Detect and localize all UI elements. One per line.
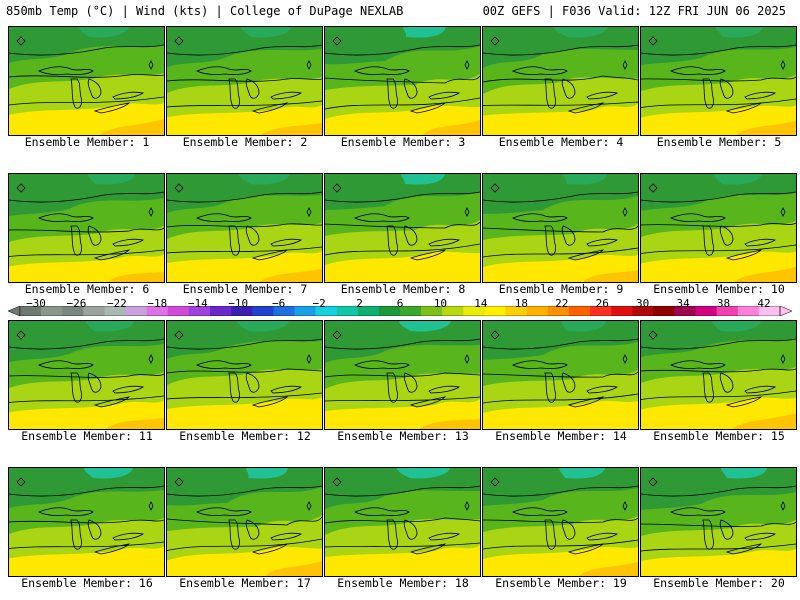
ensemble-member-label: Ensemble Member: 6: [24, 282, 150, 296]
run-valid-time: 00Z GEFS | F036 Valid: 12Z FRI JUN 06 20…: [482, 4, 786, 18]
colorbar-tick-label: −10: [228, 297, 249, 310]
colorbar-tick-label: 18: [514, 297, 528, 310]
ensemble-member-map: [482, 320, 639, 430]
colorbar-tick-label: 10: [433, 297, 448, 310]
colorbar-swatch: [695, 306, 717, 316]
ensemble-member-map: [166, 467, 323, 577]
ensemble-member-label: Ensemble Member: 18: [337, 576, 469, 590]
colorbar-tick-label: −22: [106, 297, 127, 310]
colorbar-swatch: [484, 306, 506, 316]
colorbar-swatch: [336, 306, 359, 316]
ensemble-member-label: Ensemble Member: 3: [340, 135, 466, 149]
ensemble-member-label: Ensemble Member: 15: [653, 429, 785, 443]
colorbar-swatch: [716, 306, 739, 316]
colorbar-swatch: [611, 306, 633, 316]
colorbar-swatch: [737, 306, 760, 316]
ensemble-member-map: [166, 320, 323, 430]
colorbar-tick-label: −26: [66, 297, 87, 310]
ensemble-member-label: Ensemble Member: 17: [179, 576, 311, 590]
ensemble-member-label: Ensemble Member: 2: [182, 135, 308, 149]
colorbar-swatch: [294, 306, 316, 316]
colorbar-swatch: [41, 306, 63, 316]
colorbar-swatch: [210, 306, 232, 316]
ensemble-member-map: [640, 320, 797, 430]
colorbar-tick-label: 6: [396, 297, 404, 310]
ensemble-member-map: [324, 173, 481, 283]
colorbar-swatch: [125, 306, 147, 316]
colorbar-swatch: [400, 306, 422, 316]
ensemble-member-map: [324, 26, 481, 136]
colorbar-tick-labels: −30 −26 −22 −18 −14 −10 −6 −2 2 6 10 14 18 22 26 30 34 38…: [0, 297, 800, 310]
ensemble-member-map: [324, 320, 481, 430]
colorbar-swatch: [231, 306, 253, 316]
colorbar-swatch: [20, 306, 42, 316]
ensemble-member-label: Ensemble Member: 4: [498, 135, 624, 149]
colorbar-tick-label: 2: [356, 297, 363, 310]
colorbar-tick-label: 30: [636, 297, 650, 310]
colorbar-tick-label: −30: [26, 297, 46, 310]
ensemble-member-label: Ensemble Member: 20: [653, 576, 785, 590]
ensemble-member-label: Ensemble Member: 1: [24, 135, 150, 149]
ensemble-member-map: [166, 26, 323, 136]
ensemble-member-map: [482, 26, 639, 136]
colorbar-swatch: [547, 306, 570, 316]
colorbar-swatch: [632, 306, 654, 316]
colorbar-tick-label: 38: [716, 297, 731, 310]
colorbar-tick-label: −6: [272, 297, 286, 310]
chart-title: 850mb Temp (°C) | Wind (kts) | College o…: [6, 4, 404, 18]
colorbar-swatch: [674, 306, 696, 316]
ensemble-member-map: [640, 173, 797, 283]
ensemble-member-map: [8, 320, 165, 430]
colorbar-swatch: [104, 306, 126, 316]
ensemble-member-map: [166, 173, 323, 283]
ensemble-member-label: Ensemble Member: 11: [21, 429, 153, 443]
colorbar-tick-label: −14: [187, 297, 208, 310]
colorbar-tick-label: 34: [676, 297, 690, 310]
colorbar-swatch: [315, 306, 337, 316]
colorbar-tick-label: 22: [555, 297, 569, 310]
colorbar-swatch: [273, 306, 295, 316]
colorbar-swatch: [653, 306, 675, 316]
ensemble-member-map: [482, 173, 639, 283]
colorbar-swatch: [83, 306, 105, 316]
ensemble-member-label: Ensemble Member: 14: [495, 429, 627, 443]
colorbar-tick-label: 26: [595, 297, 609, 310]
ensemble-member-map: [324, 467, 481, 577]
colorbar-swatch: [568, 306, 591, 316]
colorbar-swatch: [146, 306, 169, 316]
ensemble-member-label: Ensemble Member: 9: [498, 282, 624, 296]
colorbar-swatch: [526, 306, 549, 316]
ensemble-member-label: Ensemble Member: 7: [182, 282, 308, 296]
colorbar-swatch: [188, 306, 211, 316]
colorbar-swatch: [167, 306, 190, 316]
ensemble-member-label: Ensemble Member: 13: [337, 429, 469, 443]
colorbar-swatch: [357, 306, 380, 316]
ensemble-member-map: [482, 467, 639, 577]
ensemble-member-label: Ensemble Member: 10: [653, 282, 785, 296]
colorbar-tick-label: −2: [312, 297, 326, 310]
ensemble-member-map: [8, 467, 165, 577]
colorbar-swatch: [758, 306, 781, 316]
ensemble-member-map: [640, 26, 797, 136]
colorbar-swatch: [590, 306, 612, 316]
ensemble-member-label: Ensemble Member: 8: [340, 282, 466, 296]
colorbar-swatch: [505, 306, 527, 316]
ensemble-member-map: [8, 26, 165, 136]
colorbar-swatch: [378, 306, 401, 316]
colorbar-swatch: [252, 306, 274, 316]
ensemble-member-label: Ensemble Member: 16: [21, 576, 153, 590]
ensemble-member-label: Ensemble Member: 5: [656, 135, 782, 149]
ensemble-member-label: Ensemble Member: 19: [495, 576, 627, 590]
colorbar-swatch: [442, 306, 464, 316]
ensemble-member-label: Ensemble Member: 12: [179, 429, 311, 443]
colorbar-tick-label: −18: [147, 297, 168, 310]
ensemble-member-map: [8, 173, 165, 283]
temperature-colorbar: [8, 306, 792, 316]
colorbar-tick-label: 14: [474, 297, 488, 310]
ensemble-member-map: [640, 467, 797, 577]
colorbar-tick-label: 42: [757, 297, 771, 310]
colorbar-swatch: [463, 306, 485, 316]
colorbar-swatch: [421, 306, 443, 316]
colorbar-swatch: [62, 306, 84, 316]
